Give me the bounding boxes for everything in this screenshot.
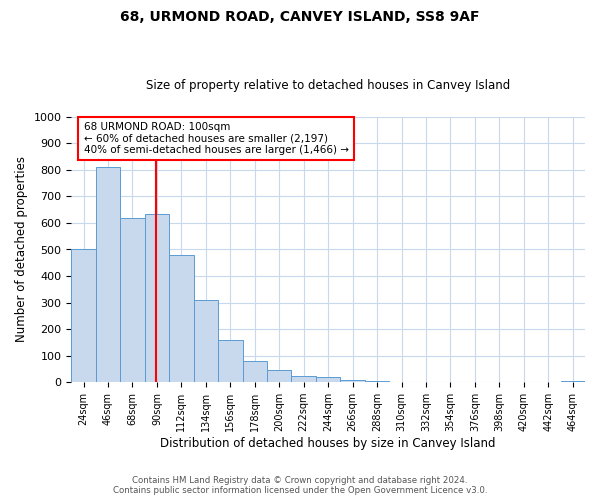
Text: 68 URMOND ROAD: 100sqm
← 60% of detached houses are smaller (2,197)
40% of semi-: 68 URMOND ROAD: 100sqm ← 60% of detached… <box>83 122 349 156</box>
Bar <box>292 376 316 382</box>
Bar <box>560 381 585 382</box>
Title: Size of property relative to detached houses in Canvey Island: Size of property relative to detached ho… <box>146 79 510 92</box>
Text: 68, URMOND ROAD, CANVEY ISLAND, SS8 9AF: 68, URMOND ROAD, CANVEY ISLAND, SS8 9AF <box>120 10 480 24</box>
Bar <box>96 167 120 382</box>
X-axis label: Distribution of detached houses by size in Canvey Island: Distribution of detached houses by size … <box>160 437 496 450</box>
Bar <box>71 250 96 382</box>
Text: Contains HM Land Registry data © Crown copyright and database right 2024.
Contai: Contains HM Land Registry data © Crown c… <box>113 476 487 495</box>
Bar <box>169 255 194 382</box>
Bar <box>267 370 292 382</box>
Bar <box>340 380 365 382</box>
Bar <box>120 218 145 382</box>
Bar <box>194 300 218 382</box>
Y-axis label: Number of detached properties: Number of detached properties <box>15 156 28 342</box>
Bar <box>365 381 389 382</box>
Bar <box>316 378 340 382</box>
Bar <box>145 214 169 382</box>
Bar <box>218 340 242 382</box>
Bar <box>242 361 267 382</box>
